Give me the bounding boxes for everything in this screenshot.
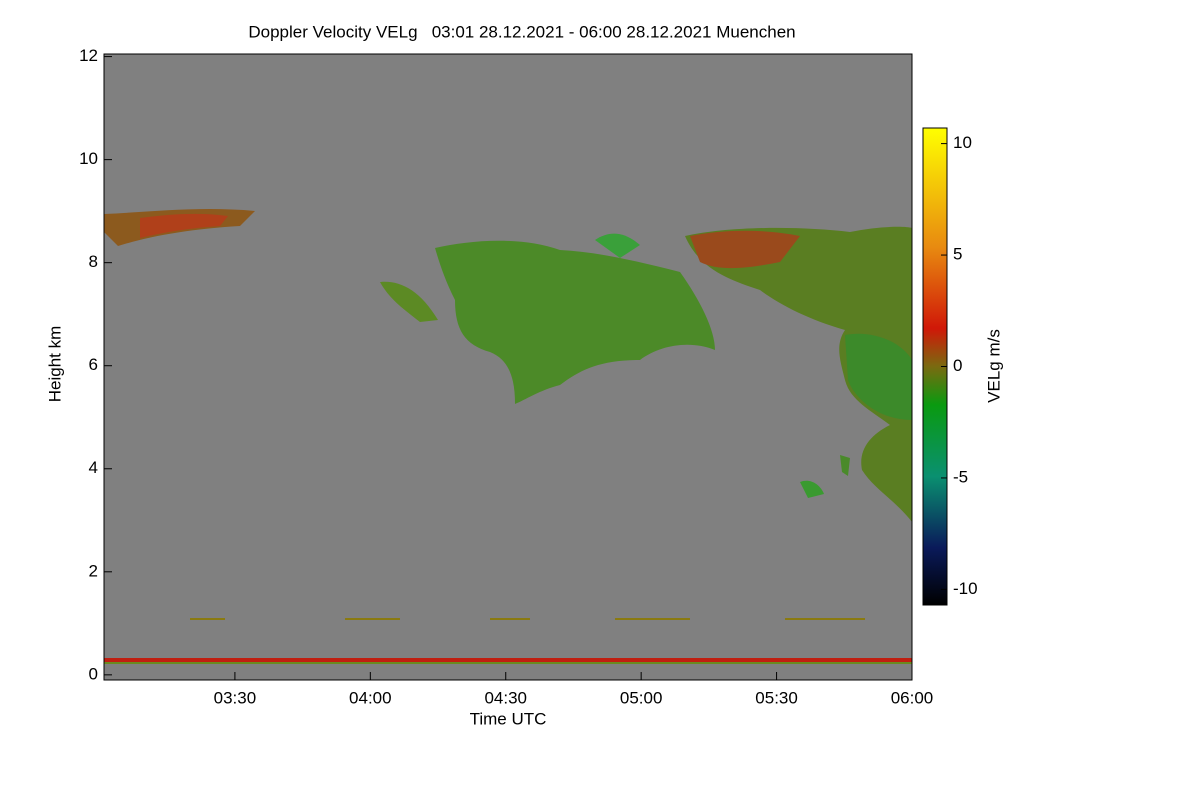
ground-clutter — [104, 662, 912, 664]
colorbar-tick-label: -5 — [953, 467, 968, 486]
clutter-layer — [615, 618, 690, 620]
y-tick-label: 12 — [79, 46, 98, 65]
echo-region — [840, 455, 850, 476]
echo-region — [595, 233, 640, 258]
echo-regions — [104, 209, 912, 664]
echo-region — [380, 281, 438, 322]
echo-region — [685, 226, 912, 523]
colorbar-label: VELg m/s — [984, 329, 1003, 403]
y-tick-label: 10 — [79, 149, 98, 168]
echo-region — [845, 333, 912, 420]
x-tick-label: 04:00 — [349, 688, 392, 707]
clutter-layer — [190, 618, 225, 620]
x-tick-label: 06:00 — [891, 688, 934, 707]
colorbar-tick-label: 5 — [953, 245, 962, 264]
y-tick-label: 8 — [89, 252, 98, 271]
echo-region — [690, 230, 800, 269]
plot-frame — [103, 53, 913, 681]
ground-clutter — [104, 658, 912, 662]
echo-region — [800, 480, 824, 498]
y-tick-label: 4 — [89, 458, 98, 477]
x-tick-label: 04:30 — [484, 688, 527, 707]
x-tick-label: 05:30 — [755, 688, 798, 707]
clutter-layer — [345, 618, 400, 620]
y-tick-label: 0 — [89, 664, 98, 683]
y-tick-label: 2 — [89, 561, 98, 580]
y-axis-label: Height km — [45, 326, 64, 403]
x-tick-label: 05:00 — [620, 688, 663, 707]
colorbar-tick-label: -10 — [953, 579, 978, 598]
chart-title: Doppler Velocity VELg 03:01 28.12.2021 -… — [248, 22, 795, 41]
x-tick-label: 03:30 — [214, 688, 257, 707]
y-tick-label: 6 — [89, 355, 98, 374]
colorbar-tick-label: 0 — [953, 356, 962, 375]
x-axis-label: Time UTC — [470, 709, 547, 728]
clutter-layer — [785, 618, 865, 620]
clutter-layer — [490, 618, 530, 620]
colorbar-tick-label: 10 — [953, 133, 972, 152]
echo-region — [140, 213, 228, 238]
echo-region — [435, 240, 715, 404]
